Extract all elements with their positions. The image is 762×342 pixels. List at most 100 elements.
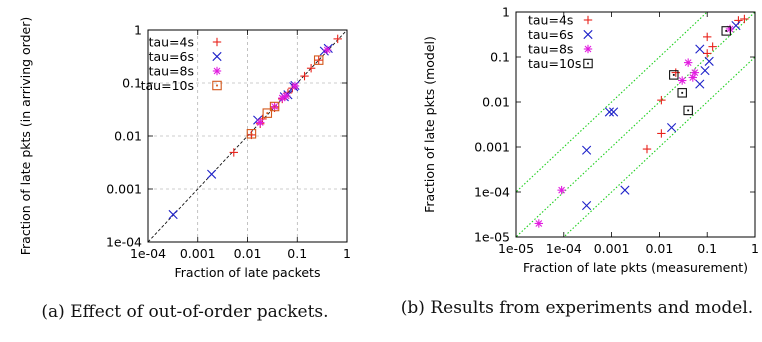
data-point [290,81,300,91]
legend-marker [212,37,222,47]
model-line [562,56,755,237]
data-point [657,95,666,105]
y-tick-label: 1 [134,23,142,38]
series-tau-8s [534,24,735,228]
y-tick-label: 1e-04 [106,235,142,250]
plot-frame [515,11,756,238]
chart-a: 1e-04 0.001 0.01 0.1 1 1e-04 0.001 0.01 0.1 1 Frac… [18,17,351,280]
caption-b: (b) Results from experiments and model. [400,298,754,318]
data-point [642,144,652,154]
chart-b: 1e-05 1e-04 0.001 0.01 0.1 1 1e-05 1e-04 0.001 0.… [422,5,759,276]
legend-label: tau=8s [149,64,194,79]
legend-label: tau=8s [528,42,573,57]
reference-lines [516,12,755,237]
data-point [740,14,749,24]
data-point [608,107,619,117]
data-point [333,34,342,44]
data-point [677,88,687,98]
series-tau-10s [669,26,731,116]
data-point [262,108,273,118]
legend-marker [583,58,593,69]
data-point [667,122,677,133]
model-line [516,12,709,193]
data-point [683,105,693,116]
x-tick-label: 1e-04 [546,241,582,256]
legend-label: tau=6s [528,27,573,42]
x-tick-label: 0.001 [180,246,216,261]
data-point [721,26,731,36]
data-point [269,101,280,112]
data-point [703,49,712,58]
y-tick-label: 1e-04 [474,185,510,200]
y-tick-label: 0.01 [114,129,142,144]
data-point [557,185,566,195]
y-tick-label: 0.001 [474,140,510,155]
x-tick-label: 0.01 [234,246,262,261]
y-tick-label: 0.1 [122,76,142,91]
x-axis-label: Fraction of late pkts (measurement) [523,260,748,275]
x-tick-label: 1e-04 [130,246,166,261]
legend-label: tau=10s [528,56,581,71]
x-tick-label: 0.01 [645,241,673,256]
data-point [300,71,309,81]
data-point [704,56,714,66]
data-point [731,20,741,31]
x-tick-label: 1e-05 [498,241,534,256]
data-point [695,79,705,89]
data-point [703,32,712,42]
y-axis-label: Fraction of late pkts (model) [422,36,437,213]
legend-marker [212,51,222,62]
model-line [516,12,755,237]
data-point [678,76,687,85]
data-point [323,45,332,55]
y-axis-label: Fraction of late pkts (in arriving order… [18,17,33,256]
x-tick-label: 0.001 [594,241,630,256]
data-point [683,58,693,67]
data-point [313,55,324,65]
series-tau-6s [582,20,741,211]
data-point [690,68,699,77]
legend-label: tau=6s [149,49,194,64]
x-tick-label: 1 [343,246,351,261]
series-tau-4s [642,14,749,154]
data-point [229,148,238,157]
data-point [700,65,710,76]
y-tick-label: 1e-05 [474,230,510,245]
x-tick-label: 0.1 [287,246,307,261]
y-tick-label: 1 [502,5,510,20]
data-point [246,129,257,139]
x-axis-label: Fraction of late packets [175,265,321,280]
y-tick-label: 0.1 [490,50,510,65]
x-tick-label: 1 [751,241,759,256]
x-tick-label: 0.1 [697,241,717,256]
legend-marker [583,15,593,25]
data-point [695,44,705,54]
series-tau-10s [246,55,324,139]
data-point [282,91,291,101]
data-point [582,200,592,211]
legend-marker [212,80,222,91]
data-point [708,42,717,51]
legend-marker [212,66,222,76]
data-point [207,169,217,179]
data-point [671,68,680,77]
legend-label: tau=10s [141,78,194,93]
legend-marker [583,29,593,40]
y-tick-label: 0.01 [482,95,510,110]
data-point [657,129,666,138]
data-point [582,145,592,155]
data-point [604,107,615,117]
y-tick-label: 0.001 [106,182,142,197]
legend-label: tau=4s [149,35,194,50]
data-point [255,118,265,127]
legend-label: tau=4s [528,13,573,28]
series-tau-8s [255,45,332,127]
data-point [620,185,630,195]
data-point [168,209,178,220]
data-point [306,64,316,73]
data-point [534,219,544,228]
caption-a: (a) Effect of out-of-order packets. [41,302,329,322]
